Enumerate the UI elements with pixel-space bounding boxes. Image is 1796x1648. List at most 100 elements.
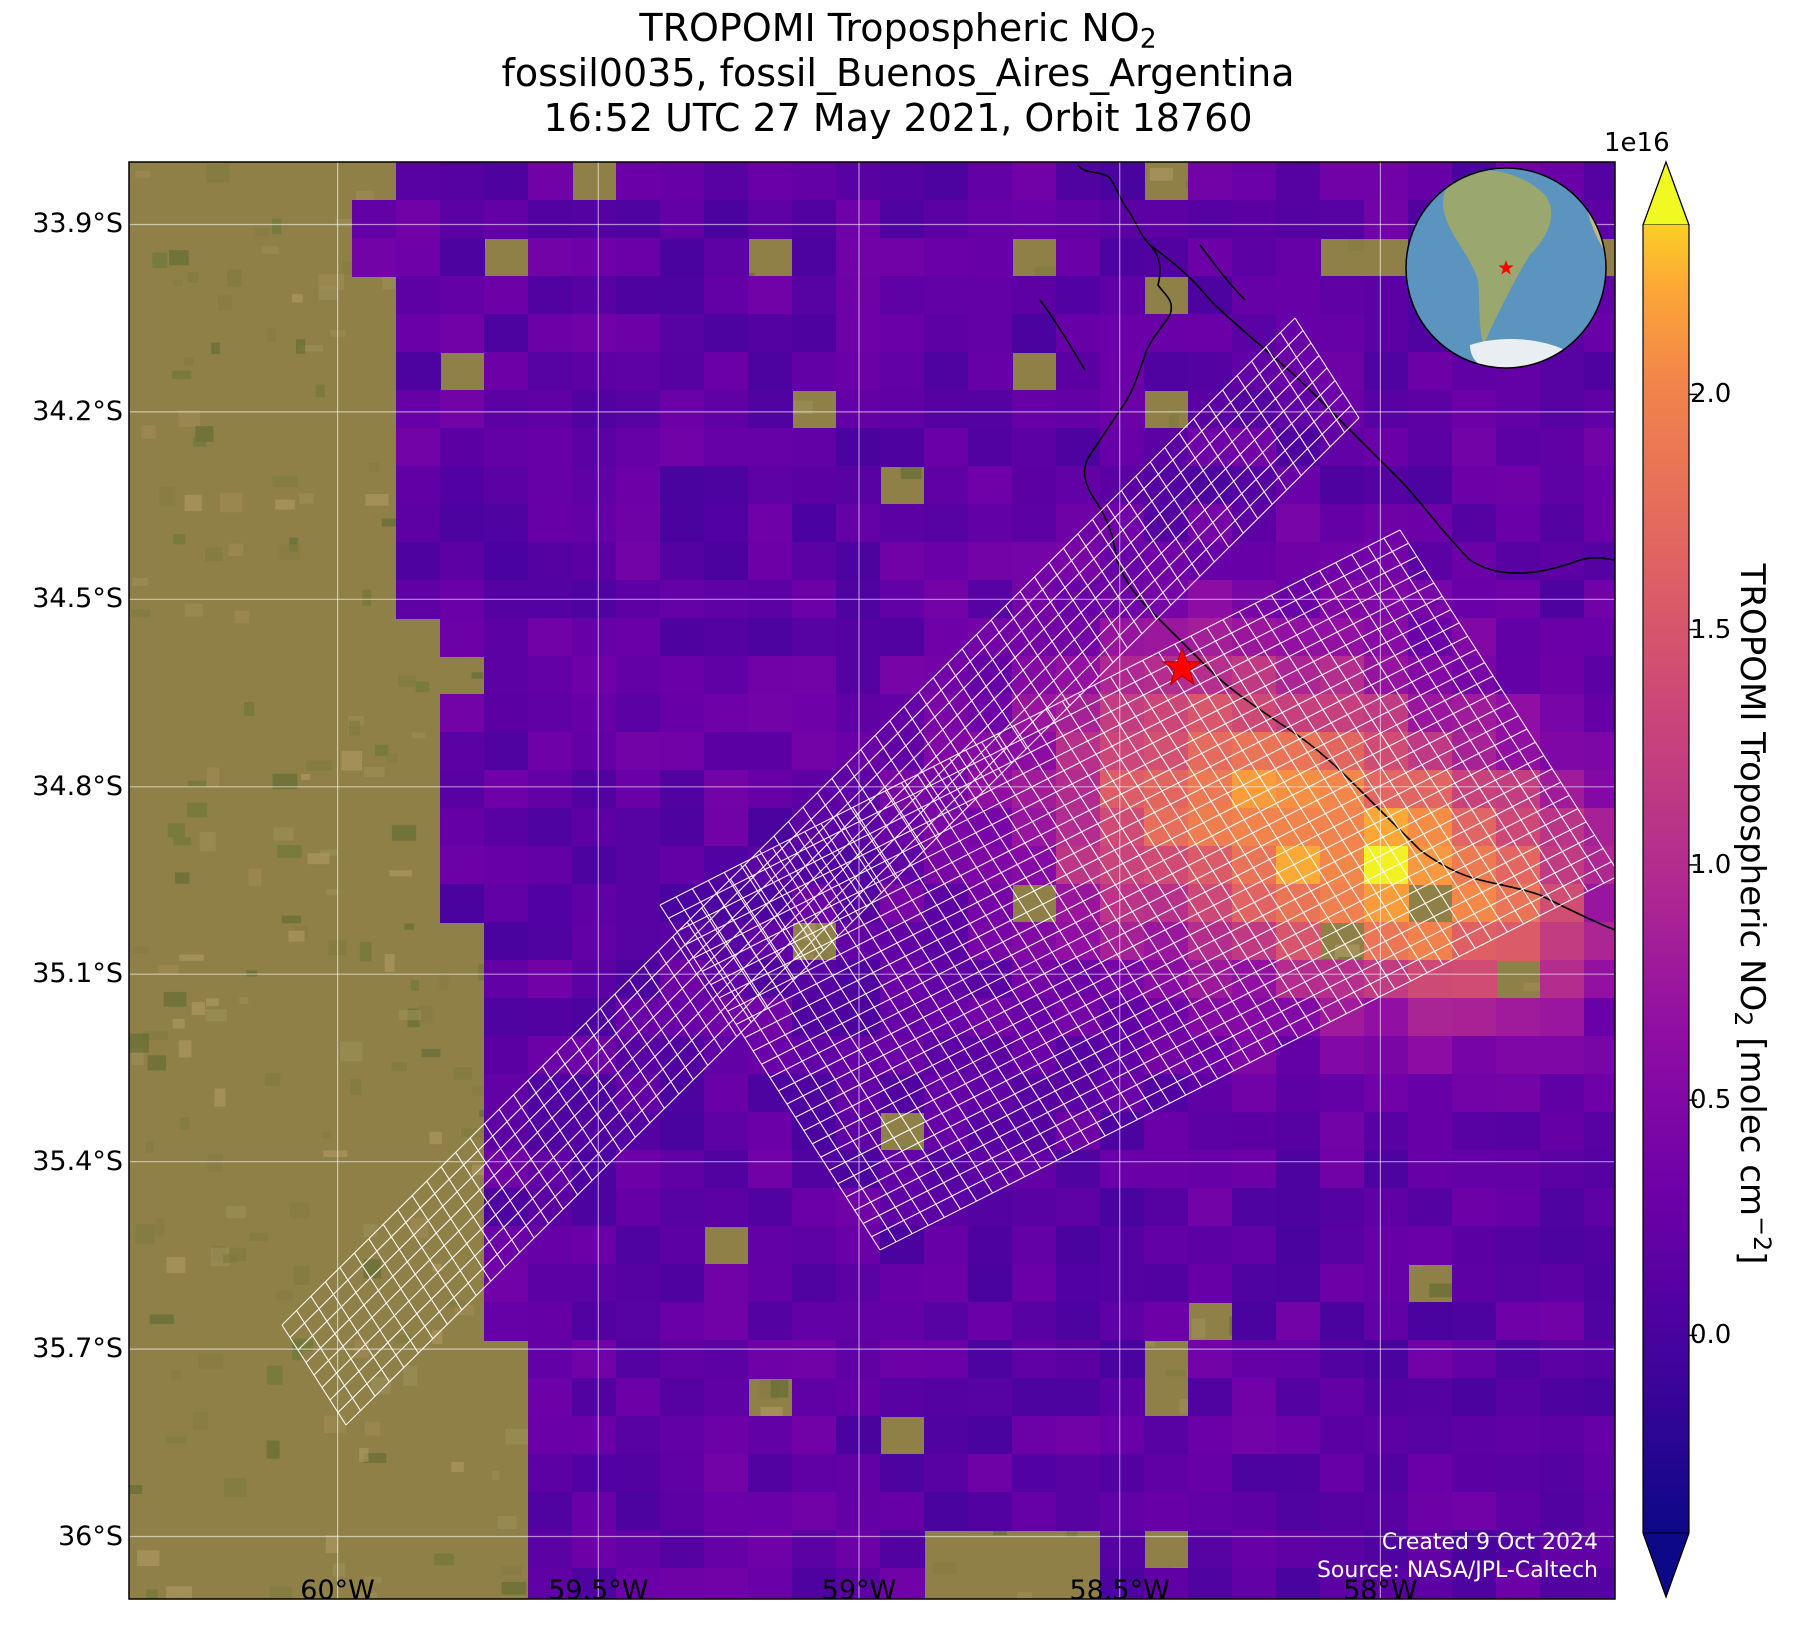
no2-pixel xyxy=(1452,1302,1497,1341)
basemap-patch xyxy=(214,1088,226,1107)
no2-pixel xyxy=(1056,200,1101,239)
no2-pixel xyxy=(660,1302,705,1341)
no2-pixel xyxy=(1408,1340,1453,1379)
no2-pixel xyxy=(968,1454,1013,1493)
no2-pixel xyxy=(660,1264,705,1303)
no2-pixel xyxy=(1232,1150,1277,1189)
no2-pixel xyxy=(1188,1416,1233,1455)
no2-pixel xyxy=(616,1188,661,1227)
no2-pixel xyxy=(748,428,793,467)
no2-pixel xyxy=(1364,1264,1409,1303)
no2-pixel xyxy=(1320,1188,1365,1227)
no2-pixel xyxy=(792,466,837,505)
no2-pixel xyxy=(1540,694,1585,733)
colorbar-label-end: ] xyxy=(1732,1251,1772,1265)
basemap-patch xyxy=(501,1565,522,1576)
no2-pixel xyxy=(1188,162,1233,201)
basemap-patch xyxy=(246,970,258,977)
no2-pixel xyxy=(1188,1112,1233,1151)
no2-pixel xyxy=(528,428,573,467)
no2-pixel xyxy=(440,238,485,277)
no2-pixel xyxy=(484,618,529,657)
basemap-patch xyxy=(249,1232,268,1241)
colorbar-exponent: 1e16 xyxy=(1604,128,1670,158)
footprint-gridline xyxy=(337,405,1352,1413)
basemap-patch xyxy=(184,494,202,512)
no2-pixel xyxy=(1452,466,1497,505)
no2-pixel xyxy=(616,846,661,885)
no2-pixel xyxy=(528,1530,573,1569)
no2-pixel xyxy=(792,694,837,733)
no2-pixel xyxy=(660,960,705,999)
no2-pixel xyxy=(660,314,705,353)
no2-pixel xyxy=(1584,1568,1615,1599)
no2-pixel xyxy=(1100,846,1145,885)
lon-tick-label: 58°W xyxy=(1343,1575,1418,1606)
no2-pixel xyxy=(1100,466,1145,505)
basemap-patch xyxy=(451,1461,464,1472)
no2-pixel xyxy=(660,162,705,201)
basemap-patch xyxy=(384,953,395,973)
no2-pixel xyxy=(660,276,705,315)
no2-pixel xyxy=(1408,1036,1453,1075)
no2-pixel xyxy=(792,1340,837,1379)
no2-pixel xyxy=(704,276,749,315)
no2-pixel xyxy=(924,200,969,239)
no2-pixel xyxy=(792,314,837,353)
no2-pixel xyxy=(748,1454,793,1493)
no2-pixel xyxy=(1408,1226,1453,1265)
no2-pixel xyxy=(1276,1188,1321,1227)
no2-pixel xyxy=(1144,1264,1189,1303)
no2-pixel xyxy=(1012,960,1057,999)
no2-pixel xyxy=(1364,694,1409,733)
no2-pixel xyxy=(704,314,749,353)
colorbar-gradient xyxy=(1643,225,1689,1533)
no2-pixel xyxy=(1232,466,1277,505)
no2-pixel xyxy=(748,1530,793,1569)
no2-pixel xyxy=(660,656,705,695)
no2-pixel xyxy=(440,314,485,353)
no2-pixel xyxy=(1584,1036,1615,1075)
basemap-patch xyxy=(273,827,294,841)
basemap-patch xyxy=(191,1002,206,1016)
basemap-patch xyxy=(130,609,151,618)
no2-pixel xyxy=(572,1568,617,1599)
no2-pixel xyxy=(1144,1302,1189,1341)
no2-pixel xyxy=(968,276,1013,315)
footprint-gridline xyxy=(345,417,1360,1426)
no2-pixel xyxy=(880,390,925,429)
no2-pixel xyxy=(572,1340,617,1379)
no2-pixel xyxy=(1452,618,1497,657)
no2-pixel xyxy=(1408,998,1453,1037)
no2-pixel xyxy=(1364,162,1409,201)
no2-pixel xyxy=(1056,1454,1101,1493)
basemap-patch xyxy=(266,1440,280,1459)
no2-pixel xyxy=(572,1378,617,1417)
no2-pixel xyxy=(1408,428,1453,467)
no2-pixel xyxy=(1056,542,1101,581)
no2-pixel xyxy=(1584,542,1615,581)
no2-pixel xyxy=(1100,1530,1145,1569)
no2-pixel xyxy=(1496,1378,1541,1417)
no2-pixel xyxy=(748,1150,793,1189)
footprint-gridline xyxy=(845,821,1587,1198)
no2-pixel xyxy=(484,922,529,961)
no2-pixel xyxy=(528,1416,573,1455)
basemap-patch xyxy=(417,1004,433,1024)
basemap-patch xyxy=(288,930,305,942)
no2-pixel xyxy=(1232,1568,1277,1599)
no2-pixel xyxy=(440,694,485,733)
no2-pixel xyxy=(924,1378,969,1417)
no2-pixel xyxy=(792,770,837,809)
no2-pixel xyxy=(924,238,969,277)
no2-pixel xyxy=(572,238,617,277)
no2-pixel xyxy=(792,1416,837,1455)
no2-pixel xyxy=(1452,1112,1497,1151)
no2-pixel xyxy=(440,162,485,201)
no2-pixel xyxy=(1232,656,1277,695)
no2-pixel xyxy=(440,770,485,809)
no2-pixel xyxy=(748,656,793,695)
gridlines xyxy=(129,162,1615,1599)
no2-pixel xyxy=(1452,1150,1497,1189)
no2-pixel xyxy=(1232,1378,1277,1417)
